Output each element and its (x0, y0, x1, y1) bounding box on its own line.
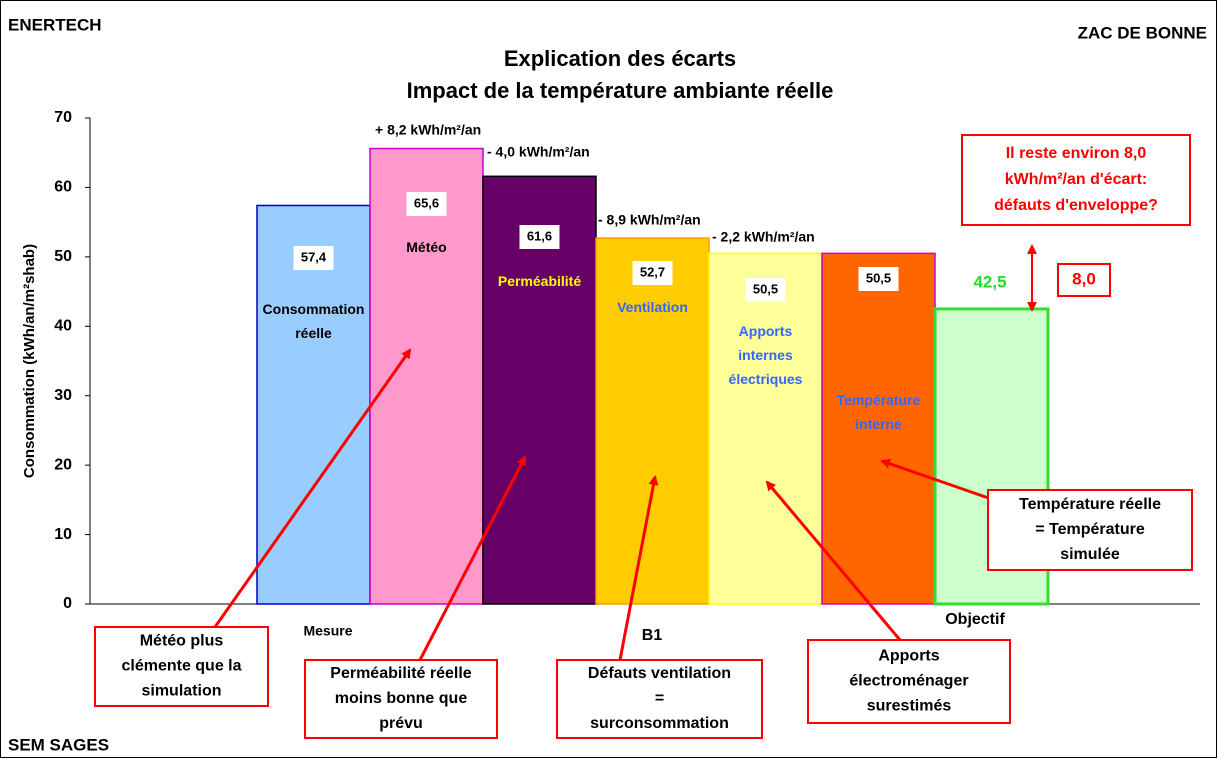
value-label: 61,6 (527, 228, 552, 243)
value-label-box (745, 278, 786, 302)
y-tick-label: 10 (54, 526, 72, 543)
callout-text: surestimés (867, 698, 952, 715)
bar-label: Ventilation (617, 299, 688, 315)
corner-text: SEM SAGES (8, 735, 109, 754)
chart-title: Impact de la température ambiante réelle (407, 78, 834, 103)
callout-text: simulation (141, 683, 221, 700)
callout-box (304, 659, 498, 739)
value-label: 50,5 (753, 281, 778, 296)
y-tick-label: 20 (54, 456, 72, 473)
bar-label: Perméabilité (498, 273, 581, 289)
callout-text: = Température (1035, 521, 1145, 538)
delta-label: - 8,9 kWh/m²/an (598, 212, 701, 228)
gap-label: 8,0 (1072, 269, 1096, 288)
callout-text: simulée (1060, 546, 1120, 563)
callout-box (987, 489, 1193, 571)
x-group-label: Objectif (945, 611, 1005, 628)
bar-label: Météo (406, 239, 446, 255)
value-label-box (632, 261, 673, 285)
delta-label: + 8,2 kWh/m²/an (375, 122, 481, 138)
corner-text: ENERTECH (8, 15, 102, 34)
callout-text: Perméabilité réelle (330, 665, 472, 682)
note-text: kWh/m²/an d'écart: (1005, 171, 1148, 188)
value-label: 50,5 (866, 270, 891, 285)
bar-label: Apports internes électriques (729, 323, 803, 387)
callout-text: Température réelle (1019, 496, 1161, 513)
gap-box (1057, 263, 1111, 297)
callout-text: surconsommation (590, 715, 729, 732)
value-label-box (293, 246, 334, 270)
bar (708, 252, 823, 605)
y-tick-label: 40 (54, 318, 72, 335)
callout-arrow (213, 348, 412, 628)
value-label: 65,6 (414, 195, 439, 210)
delta-label: - 4,0 kWh/m²/an (487, 144, 590, 160)
y-tick-label: 0 (63, 595, 72, 612)
callout-text: = (655, 690, 664, 707)
callout-box (556, 659, 763, 739)
callout-arrow (880, 458, 1001, 504)
bar-label: Consommation réelle (263, 301, 365, 341)
callout-text: Défauts ventilation (588, 665, 731, 682)
value-label: 42,5 (973, 272, 1006, 291)
y-axis-label: Consommation (kWh/an/m²shab) (21, 244, 38, 478)
note-text: Il reste environ 8,0 (1006, 145, 1147, 162)
delta-label: - 2,2 kWh/m²/an (712, 229, 815, 245)
corner-text: ZAC DE BONNE (1078, 23, 1207, 42)
x-group-label: Mesure (303, 623, 352, 639)
callout-text: Apports (878, 648, 939, 665)
bar (256, 204, 371, 605)
value-label-box (406, 192, 447, 216)
callout-text: moins bonne que (335, 690, 468, 707)
chart-title: Explication des écarts (504, 46, 736, 71)
bar-label: Température interne (837, 392, 921, 432)
value-label-box (858, 267, 899, 291)
callout-text: Météo plus (140, 633, 224, 650)
bar (369, 147, 484, 605)
y-tick-label: 50 (54, 248, 72, 265)
y-tick-label: 60 (54, 179, 72, 196)
note-box (961, 134, 1191, 226)
callout-arrow (418, 455, 527, 661)
y-tick-label: 30 (54, 387, 72, 404)
value-label: 52,7 (640, 264, 665, 279)
value-label: 57,4 (301, 249, 327, 264)
x-group-label: B1 (642, 627, 663, 644)
bar (595, 237, 710, 605)
callout-box (94, 626, 269, 707)
callout-text: clémente que la (121, 658, 241, 675)
callout-text: électroménager (849, 673, 968, 690)
value-label-box (519, 225, 560, 249)
note-text: défauts d'enveloppe? (994, 197, 1158, 214)
y-tick-label: 70 (54, 109, 72, 126)
callout-arrow (618, 475, 659, 661)
callout-arrow (765, 480, 902, 641)
callout-box (807, 639, 1011, 724)
callout-text: prévu (379, 715, 423, 732)
